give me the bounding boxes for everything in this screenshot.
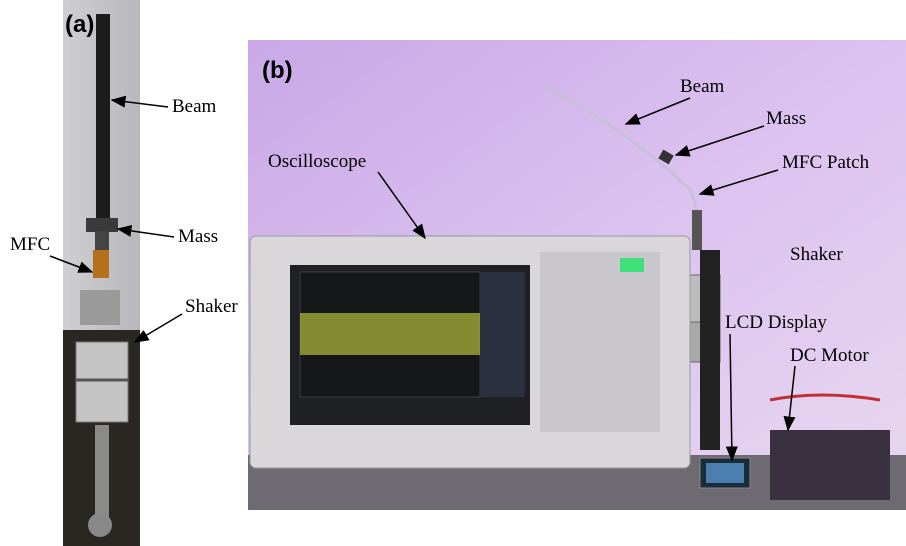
annotation: Oscilloscope bbox=[268, 151, 366, 172]
annotation: Beam bbox=[172, 96, 217, 117]
annotation: Beam bbox=[680, 76, 725, 97]
arrow bbox=[135, 314, 182, 342]
annotation: Shaker bbox=[185, 296, 238, 317]
panel-label: (b) bbox=[262, 57, 293, 84]
annotation: LCD Display bbox=[725, 312, 827, 333]
annotation: Mass bbox=[178, 226, 218, 247]
annotation: MFC Patch bbox=[782, 152, 870, 173]
panel-label: (a) bbox=[65, 11, 94, 38]
annotation: DC Motor bbox=[790, 345, 869, 366]
annotation: MFC bbox=[10, 234, 50, 255]
photo-a bbox=[63, 0, 140, 546]
figure: (a) (b) Beam Mass MFC Shaker Beam Mass M… bbox=[0, 0, 906, 546]
photo-b bbox=[248, 40, 906, 510]
annotation: Shaker bbox=[790, 244, 843, 265]
annotation: Mass bbox=[766, 108, 806, 129]
